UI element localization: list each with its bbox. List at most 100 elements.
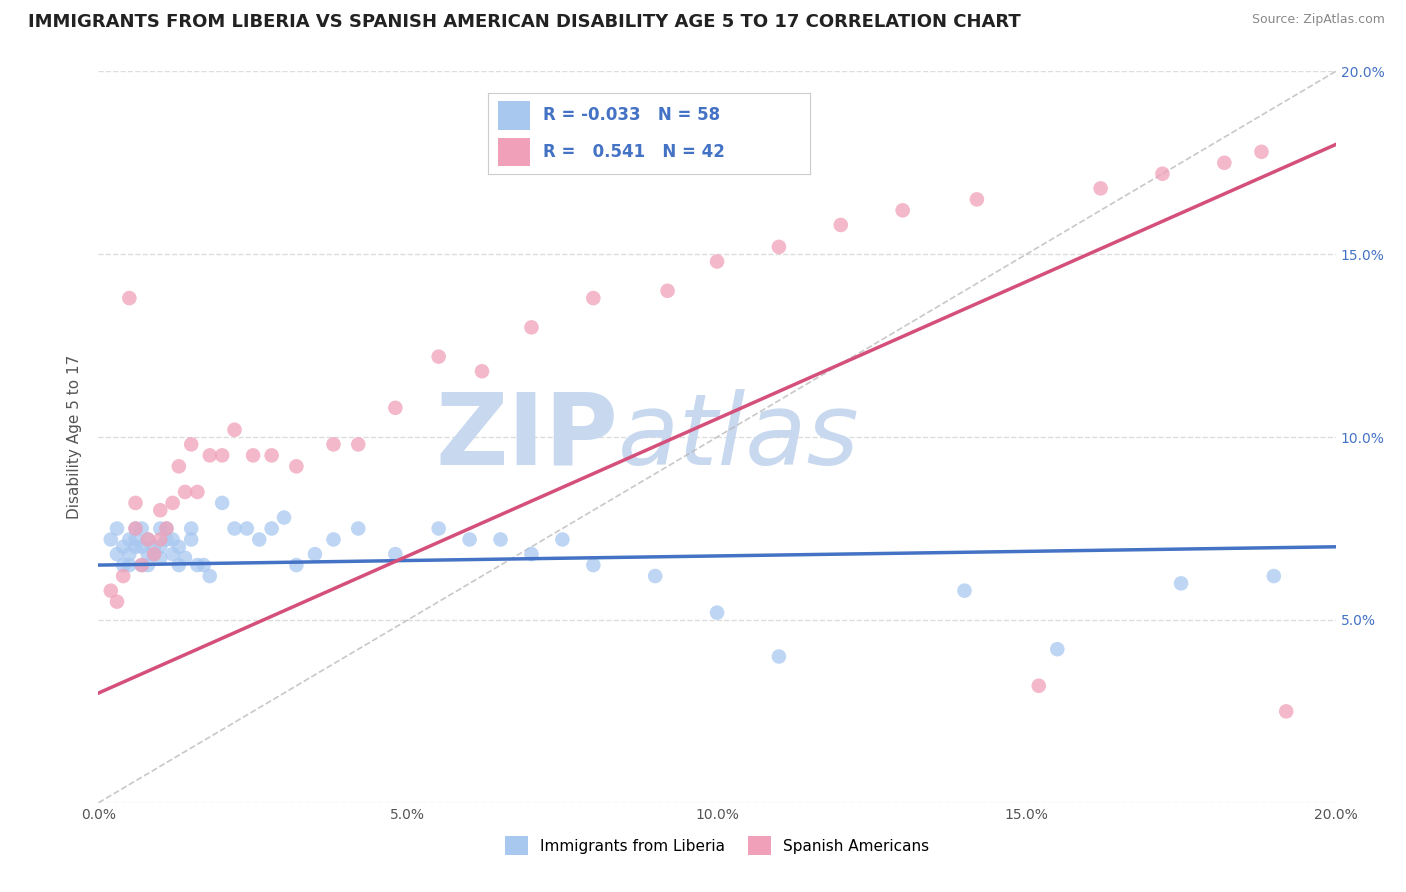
Text: Source: ZipAtlas.com: Source: ZipAtlas.com bbox=[1251, 13, 1385, 27]
Point bbox=[427, 521, 450, 535]
Point bbox=[124, 521, 146, 535]
Point bbox=[136, 558, 159, 573]
Point bbox=[1213, 156, 1236, 170]
Point bbox=[174, 485, 197, 500]
Point bbox=[211, 496, 233, 510]
Text: ZIP: ZIP bbox=[436, 389, 619, 485]
Point bbox=[520, 320, 543, 334]
Point bbox=[582, 558, 605, 573]
Point bbox=[1028, 679, 1050, 693]
Point bbox=[891, 203, 914, 218]
Point bbox=[347, 437, 370, 451]
Point bbox=[118, 558, 141, 573]
Text: atlas: atlas bbox=[619, 389, 859, 485]
Point bbox=[162, 496, 184, 510]
Point bbox=[143, 547, 166, 561]
Point bbox=[1170, 576, 1192, 591]
Point bbox=[285, 459, 308, 474]
Point bbox=[347, 521, 370, 535]
Point bbox=[186, 485, 208, 500]
Point bbox=[384, 547, 406, 561]
Point bbox=[273, 510, 295, 524]
Point bbox=[131, 540, 153, 554]
Point bbox=[768, 240, 790, 254]
Point bbox=[193, 558, 215, 573]
Point bbox=[427, 350, 450, 364]
Point bbox=[224, 521, 246, 535]
Point bbox=[186, 558, 208, 573]
Point bbox=[124, 533, 146, 547]
Point bbox=[174, 550, 197, 565]
Point bbox=[458, 533, 481, 547]
Point bbox=[1152, 167, 1174, 181]
Point bbox=[180, 521, 202, 535]
Point bbox=[1275, 705, 1298, 719]
Point bbox=[162, 533, 184, 547]
Point bbox=[285, 558, 308, 573]
Point bbox=[657, 284, 679, 298]
Legend: Immigrants from Liberia, Spanish Americans: Immigrants from Liberia, Spanish America… bbox=[499, 830, 935, 861]
Point bbox=[162, 547, 184, 561]
Point bbox=[706, 254, 728, 268]
Point bbox=[124, 540, 146, 554]
Point bbox=[105, 594, 128, 608]
Point bbox=[118, 291, 141, 305]
Point bbox=[242, 448, 264, 462]
Point bbox=[131, 521, 153, 535]
Point bbox=[118, 533, 141, 547]
Point bbox=[384, 401, 406, 415]
Point bbox=[124, 521, 146, 535]
Point bbox=[180, 533, 202, 547]
Point bbox=[143, 547, 166, 561]
Point bbox=[198, 569, 221, 583]
Point bbox=[768, 649, 790, 664]
Point bbox=[100, 583, 122, 598]
Point bbox=[112, 558, 135, 573]
Point bbox=[180, 437, 202, 451]
Point bbox=[118, 547, 141, 561]
Point bbox=[149, 533, 172, 547]
Point bbox=[155, 533, 177, 547]
Point bbox=[167, 558, 190, 573]
Point bbox=[136, 533, 159, 547]
Point bbox=[136, 533, 159, 547]
Point bbox=[149, 521, 172, 535]
Point bbox=[112, 569, 135, 583]
Point bbox=[198, 448, 221, 462]
Point bbox=[1090, 181, 1112, 195]
Point bbox=[224, 423, 246, 437]
Text: IMMIGRANTS FROM LIBERIA VS SPANISH AMERICAN DISABILITY AGE 5 TO 17 CORRELATION C: IMMIGRANTS FROM LIBERIA VS SPANISH AMERI… bbox=[28, 13, 1021, 31]
Point bbox=[155, 521, 177, 535]
Point bbox=[136, 547, 159, 561]
Point bbox=[322, 533, 344, 547]
Point bbox=[1046, 642, 1069, 657]
Point bbox=[236, 521, 259, 535]
Point bbox=[100, 533, 122, 547]
Point bbox=[124, 496, 146, 510]
Point bbox=[966, 192, 988, 206]
Point bbox=[260, 448, 283, 462]
Point bbox=[131, 558, 153, 573]
Point bbox=[830, 218, 852, 232]
Point bbox=[520, 547, 543, 561]
Point bbox=[167, 540, 190, 554]
Point bbox=[167, 459, 190, 474]
Point bbox=[582, 291, 605, 305]
Point bbox=[1263, 569, 1285, 583]
Point bbox=[149, 540, 172, 554]
Y-axis label: Disability Age 5 to 17: Disability Age 5 to 17 bbox=[67, 355, 83, 519]
Point bbox=[247, 533, 270, 547]
Point bbox=[260, 521, 283, 535]
Point bbox=[149, 503, 172, 517]
Point bbox=[149, 550, 172, 565]
Point bbox=[551, 533, 574, 547]
Point bbox=[644, 569, 666, 583]
Point bbox=[143, 540, 166, 554]
Point bbox=[322, 437, 344, 451]
Point bbox=[304, 547, 326, 561]
Point bbox=[211, 448, 233, 462]
Point bbox=[471, 364, 494, 378]
Point bbox=[131, 558, 153, 573]
Point bbox=[953, 583, 976, 598]
Point bbox=[1250, 145, 1272, 159]
